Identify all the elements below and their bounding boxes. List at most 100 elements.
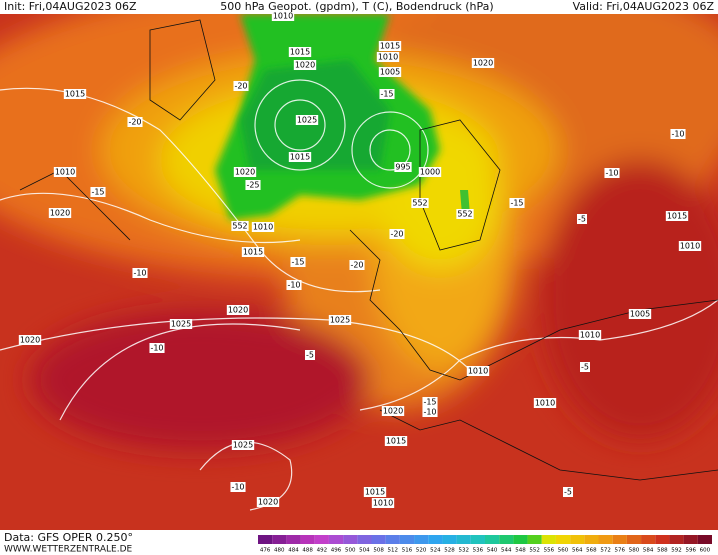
contour-label: -20 <box>127 117 143 127</box>
legend-swatch <box>513 535 528 544</box>
contour-label: -10 <box>230 482 246 492</box>
legend-label: 480 <box>274 548 285 554</box>
contour-label-box <box>509 198 525 208</box>
legend-swatch <box>414 535 429 544</box>
contour-label-text: -5 <box>581 363 589 372</box>
contour-label-box <box>422 407 438 417</box>
legend-label: 548 <box>515 548 526 554</box>
contour-label-box <box>533 398 557 408</box>
legend-swatch <box>286 535 301 544</box>
contour-label-box <box>305 350 315 360</box>
contour-label: 1010 <box>578 330 602 340</box>
contour-label-text: 1015 <box>243 248 263 257</box>
contour-label-text: 1020 <box>473 59 493 68</box>
contour-label: 1015 <box>288 47 312 57</box>
contour-label: 552 <box>411 198 429 208</box>
contour-label: 1010 <box>678 241 702 251</box>
legend-swatch <box>328 535 344 544</box>
data-source: Data: GFS OPER 0.250° <box>4 531 133 544</box>
contour-label-text: 552 <box>457 210 472 219</box>
contour-label-box <box>378 41 402 51</box>
contour-label: 1010 <box>271 11 295 21</box>
contour-label: 1005 <box>378 67 402 77</box>
contour-label-box <box>241 247 265 257</box>
contour-label-text: -10 <box>423 408 436 417</box>
contour-label-box <box>231 221 249 231</box>
contour-label-box <box>670 129 686 139</box>
init-time: Init: Fri,04AUG2023 06Z <box>4 0 137 13</box>
contour-label: 1015 <box>665 211 689 221</box>
contour-label-box <box>363 487 387 497</box>
contour-label-text: -15 <box>91 188 104 197</box>
contour-label-box <box>665 211 689 221</box>
contour-label: 1010 <box>466 366 490 376</box>
contour-label: -10 <box>132 268 148 278</box>
legend-label: 524 <box>430 548 441 554</box>
contour-label-text: -10 <box>133 269 146 278</box>
legend-label: 528 <box>444 548 455 554</box>
contour-label: -5 <box>305 350 315 360</box>
legend-label: 584 <box>643 548 654 554</box>
contour-label-text: 1010 <box>373 499 393 508</box>
contour-label: -15 <box>509 198 525 208</box>
legend-label: 492 <box>317 548 328 554</box>
legend-label: 512 <box>388 548 399 554</box>
contour-label-box <box>411 198 429 208</box>
contour-label-text: 1020 <box>50 209 70 218</box>
contour-label-text: 1020 <box>20 336 40 345</box>
contour-label-box <box>127 117 143 127</box>
contour-label-text: -20 <box>350 261 363 270</box>
contour-label-text: 1010 <box>55 168 75 177</box>
contour-label-text: 1025 <box>330 316 350 325</box>
contour-label-box <box>290 257 306 267</box>
site-name: WWW.WETTERZENTRALE.DE <box>4 545 133 555</box>
contour-label: -5 <box>577 214 587 224</box>
contour-label-text: 552 <box>412 199 427 208</box>
legend-label: 484 <box>288 548 299 554</box>
contour-label: 1015 <box>241 247 265 257</box>
contour-label-box <box>256 497 280 507</box>
contour-label: -10 <box>604 168 620 178</box>
contour-label-box <box>230 482 246 492</box>
legend-swatch <box>499 535 514 544</box>
contour-label-box <box>53 167 77 177</box>
legend-label: 588 <box>657 548 668 554</box>
legend-swatch <box>456 535 471 544</box>
contour-label-text: 1015 <box>290 48 310 57</box>
contour-label: -15 <box>422 397 438 407</box>
contour-label: -10 <box>149 343 165 353</box>
contour-label-box <box>349 260 365 270</box>
contour-label: -10 <box>286 280 302 290</box>
contour-label-box <box>384 436 408 446</box>
contour-label-text: -10 <box>671 130 684 139</box>
contour-label: 1025 <box>328 315 352 325</box>
contour-label-box <box>328 315 352 325</box>
contour-label-box <box>456 209 474 219</box>
contour-label-box <box>132 268 148 278</box>
legend-swatch <box>258 535 273 544</box>
contour-label-text: 552 <box>232 222 247 231</box>
contour-label-box <box>63 89 87 99</box>
contour-label: -15 <box>379 89 395 99</box>
contour-label: 1015 <box>378 41 402 51</box>
contour-label: 1000 <box>418 167 442 177</box>
legend-label: 532 <box>458 548 469 554</box>
contour-label-box <box>466 366 490 376</box>
legend-swatch <box>598 535 613 544</box>
contour-label-text: 1010 <box>378 53 398 62</box>
contour-label: 1010 <box>53 167 77 177</box>
contour-label-text: -5 <box>564 488 572 497</box>
contour-label-box <box>376 52 400 62</box>
legend-label: 568 <box>586 548 597 554</box>
contour-label-text: 1020 <box>295 61 315 70</box>
contour-label-box <box>678 241 702 251</box>
contour-label-text: 1015 <box>667 212 687 221</box>
contour-label: 1015 <box>363 487 387 497</box>
contour-label: 1005 <box>628 309 652 319</box>
contour-label: 1010 <box>376 52 400 62</box>
contour-label: 1020 <box>293 60 317 70</box>
contour-label: 1020 <box>226 305 250 315</box>
contour-label-text: 1025 <box>171 320 191 329</box>
legend-label: 496 <box>331 548 342 554</box>
contour-label-text: -15 <box>291 258 304 267</box>
